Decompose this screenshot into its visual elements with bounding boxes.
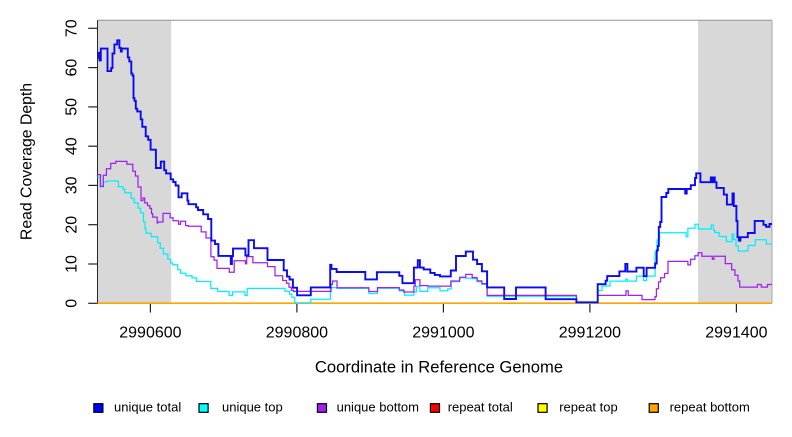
svg-text:2990600: 2990600 — [119, 325, 181, 342]
svg-text:70: 70 — [64, 19, 81, 37]
svg-text:Read Coverage Depth: Read Coverage Depth — [19, 83, 36, 240]
svg-text:unique total: unique total — [114, 399, 181, 414]
svg-text:30: 30 — [64, 176, 81, 194]
svg-text:2991000: 2991000 — [412, 325, 474, 342]
svg-text:2991200: 2991200 — [559, 325, 621, 342]
svg-text:2991400: 2991400 — [705, 325, 767, 342]
svg-text:40: 40 — [64, 137, 81, 155]
svg-text:20: 20 — [64, 216, 81, 234]
svg-text:repeat total: repeat total — [448, 399, 513, 414]
svg-text:50: 50 — [64, 98, 81, 116]
svg-text:repeat bottom: repeat bottom — [670, 399, 750, 414]
svg-text:2990800: 2990800 — [266, 325, 328, 342]
svg-text:10: 10 — [64, 255, 81, 273]
svg-text:0: 0 — [64, 299, 81, 308]
svg-text:Coordinate in Reference Genome: Coordinate in Reference Genome — [315, 358, 563, 377]
svg-text:unique top: unique top — [222, 399, 283, 414]
svg-text:60: 60 — [64, 59, 81, 77]
svg-text:repeat top: repeat top — [559, 399, 618, 414]
svg-text:unique bottom: unique bottom — [337, 399, 419, 414]
